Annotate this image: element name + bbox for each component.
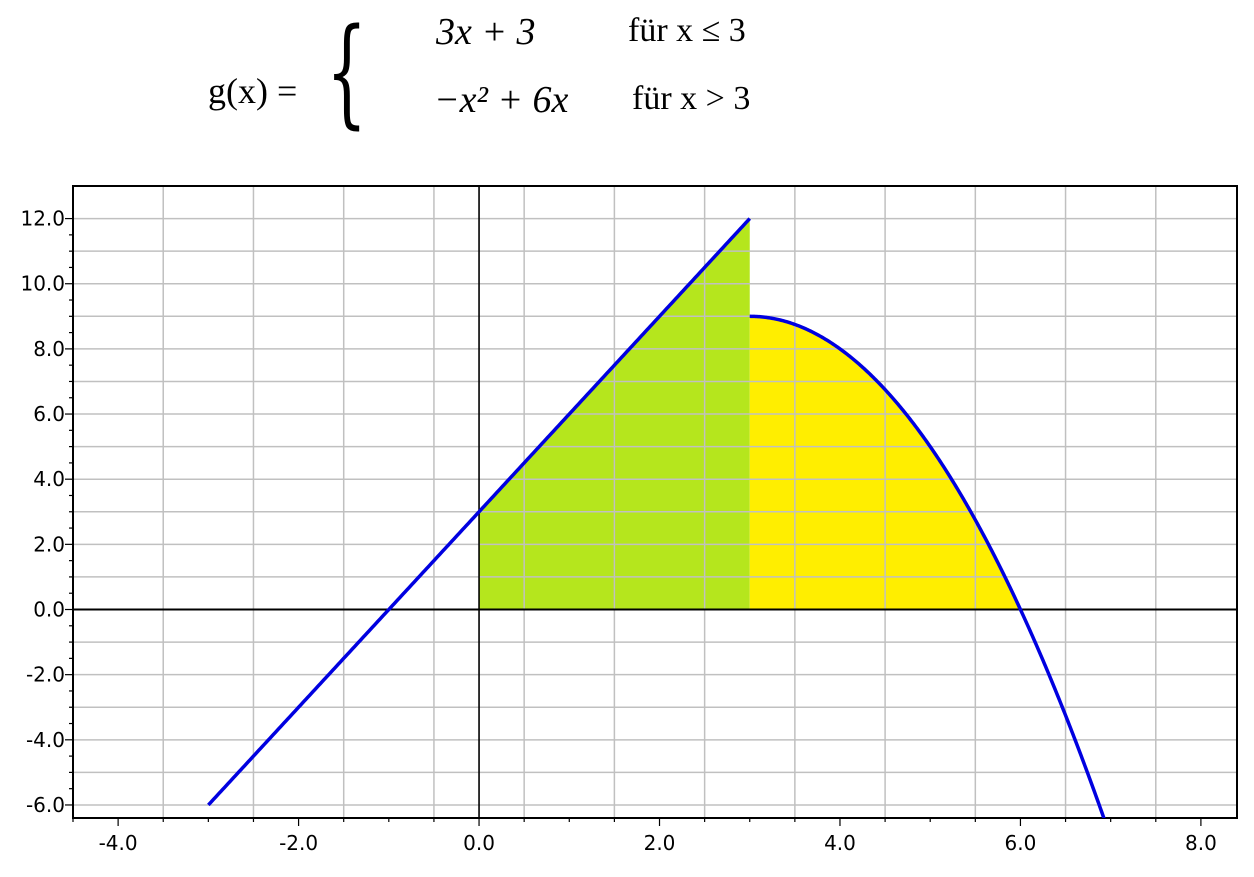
case-1-condition: für x ≤ 3 xyxy=(628,12,746,49)
x-tick-label: -2.0 xyxy=(279,831,318,855)
case-2-condition: für x > 3 xyxy=(632,80,751,117)
y-tick-label: 12.0 xyxy=(20,207,65,231)
x-tick-label: 6.0 xyxy=(1005,831,1037,855)
x-tick-label: 2.0 xyxy=(644,831,676,855)
x-tick-label: -4.0 xyxy=(99,831,138,855)
y-tick-label: 6.0 xyxy=(33,402,65,426)
function-name: g(x) = xyxy=(208,71,298,111)
plot-frame xyxy=(72,185,1238,819)
y-tick-label: -2.0 xyxy=(26,663,65,687)
y-tick-label: 0.0 xyxy=(33,598,65,622)
y-tick-label: -4.0 xyxy=(26,728,65,752)
formula: g(x) = { 3x + 3 für x ≤ 3 −x² + 6x für x… xyxy=(0,0,1254,150)
x-tick-label: 0.0 xyxy=(463,831,495,855)
case-2-expression: −x² + 6x xyxy=(434,79,569,121)
y-tick-label: -6.0 xyxy=(26,793,65,817)
series-line-1 xyxy=(207,217,752,807)
case-1-expression: 3x + 3 xyxy=(436,11,536,53)
y-tick-label: 2.0 xyxy=(33,532,65,556)
y-tick-label: 8.0 xyxy=(33,337,65,361)
function-plot: -6.0 -4.0 -2.0 0.0 2.0 4.0 6.0 8.0 10.0 12.0 -4.0 -… xyxy=(20,185,1238,855)
y-tick-label: 10.0 xyxy=(20,272,65,296)
x-tick-label: 8.0 xyxy=(1185,831,1217,855)
x-tick-label: 4.0 xyxy=(824,831,856,855)
case-brace: { xyxy=(326,2,368,140)
series-line-2 xyxy=(749,314,1106,818)
y-tick-label: 4.0 xyxy=(33,467,65,491)
